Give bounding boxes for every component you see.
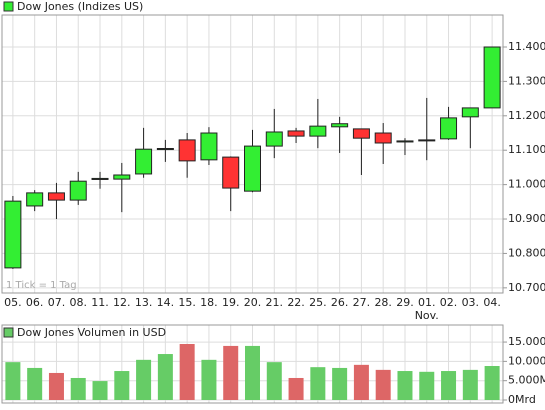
y-tick-label: 10.000M [508, 354, 545, 367]
candle-body [483, 46, 501, 109]
x-tick-label: 01. [418, 296, 436, 309]
bar [201, 359, 217, 400]
candle-body [4, 200, 22, 269]
x-tick-label: 18. [200, 296, 218, 309]
bar [179, 343, 195, 400]
bar [48, 372, 64, 400]
plot-frame [1, 14, 504, 294]
candle-body [200, 132, 218, 161]
candle-body [461, 107, 479, 118]
y-tick-label: 11.200 [508, 109, 545, 122]
candle-body [265, 131, 283, 147]
x-tick-label: 12. [113, 296, 131, 309]
y-tick-label: 15.000M [508, 335, 545, 348]
x-tick-label: 06. [26, 296, 44, 309]
bar [114, 371, 130, 400]
x-tick-label: 25. [309, 296, 327, 309]
bar [441, 371, 457, 400]
bar [375, 369, 391, 400]
y-tick-label: 11.000 [508, 178, 545, 191]
candle-body [47, 192, 65, 201]
bar [245, 345, 260, 400]
x-tick-label: 08. [69, 296, 87, 309]
x-tick-label: 26. [331, 296, 349, 309]
candle-body [352, 128, 370, 139]
candle-body [396, 140, 414, 143]
bar [353, 364, 369, 400]
x-tick-label: 27. [353, 296, 371, 309]
candle-body [26, 192, 44, 207]
annotation: 1 Tick = 1 Tag [6, 280, 77, 291]
legend-swatch [3, 1, 14, 12]
y-tick-label: 10.800 [508, 246, 545, 259]
x-tick-label: 15. [178, 296, 196, 309]
x-tick-label: 11. [91, 296, 109, 309]
y-tick-label: 10.700 [508, 281, 545, 294]
candle-body [440, 117, 458, 140]
x-tick-label: 28. [374, 296, 392, 309]
x-tick-label: 22. [287, 296, 305, 309]
bar [223, 345, 239, 400]
x-tick-label: 21. [266, 296, 284, 309]
x-tick-label: 29. [396, 296, 414, 309]
bar [5, 362, 21, 400]
legend-label: Dow Jones (Indizes US) [17, 0, 143, 13]
y-tick-label: 11.400 [508, 40, 545, 53]
x-tick-label: 14. [157, 296, 175, 309]
y-tick-label: 11.300 [508, 74, 545, 87]
plot-frame [1, 324, 504, 404]
bar [288, 377, 304, 400]
candle-body [418, 139, 436, 142]
bar [419, 371, 435, 400]
candle-body [91, 177, 109, 180]
candle-body [69, 180, 87, 201]
candle-body [156, 147, 174, 151]
legend-label: Dow Jones Volumen in USD [17, 326, 166, 339]
candle-body [309, 125, 327, 137]
x-tick-label: 13. [135, 296, 153, 309]
y-tick-label: 5.000M [508, 374, 545, 387]
x-tick-label: 20. [244, 296, 262, 309]
bar [484, 366, 500, 400]
x-tick-label: 07. [48, 296, 66, 309]
x-tick-label: 02. [440, 296, 458, 309]
candle-body [135, 148, 153, 175]
x-tick-label: 04. [483, 296, 501, 309]
x-tick-label: 03. [462, 296, 480, 309]
bar [27, 367, 43, 400]
y-tick-label: 0Mrd [508, 393, 536, 406]
y-tick-label: 10.900 [508, 212, 545, 225]
bar [462, 369, 478, 400]
bar [397, 371, 413, 400]
candle-body [287, 130, 305, 137]
x-tick-label: 05. [4, 296, 22, 309]
candle-body [374, 132, 392, 144]
candle-body [244, 145, 261, 192]
candle-body [113, 174, 131, 180]
legend-swatch [3, 327, 14, 338]
bar [136, 359, 152, 400]
candle-body [331, 123, 349, 128]
candle-body [222, 156, 240, 189]
bar [70, 377, 86, 400]
bar [92, 381, 108, 400]
x-sublabel: Nov. [415, 309, 439, 322]
y-tick-label: 11.100 [508, 143, 545, 156]
x-tick-label: 19. [222, 296, 240, 309]
bar [310, 367, 326, 400]
bar [332, 367, 348, 400]
bar [157, 354, 173, 400]
bar [266, 362, 282, 400]
candle-body [178, 139, 196, 162]
